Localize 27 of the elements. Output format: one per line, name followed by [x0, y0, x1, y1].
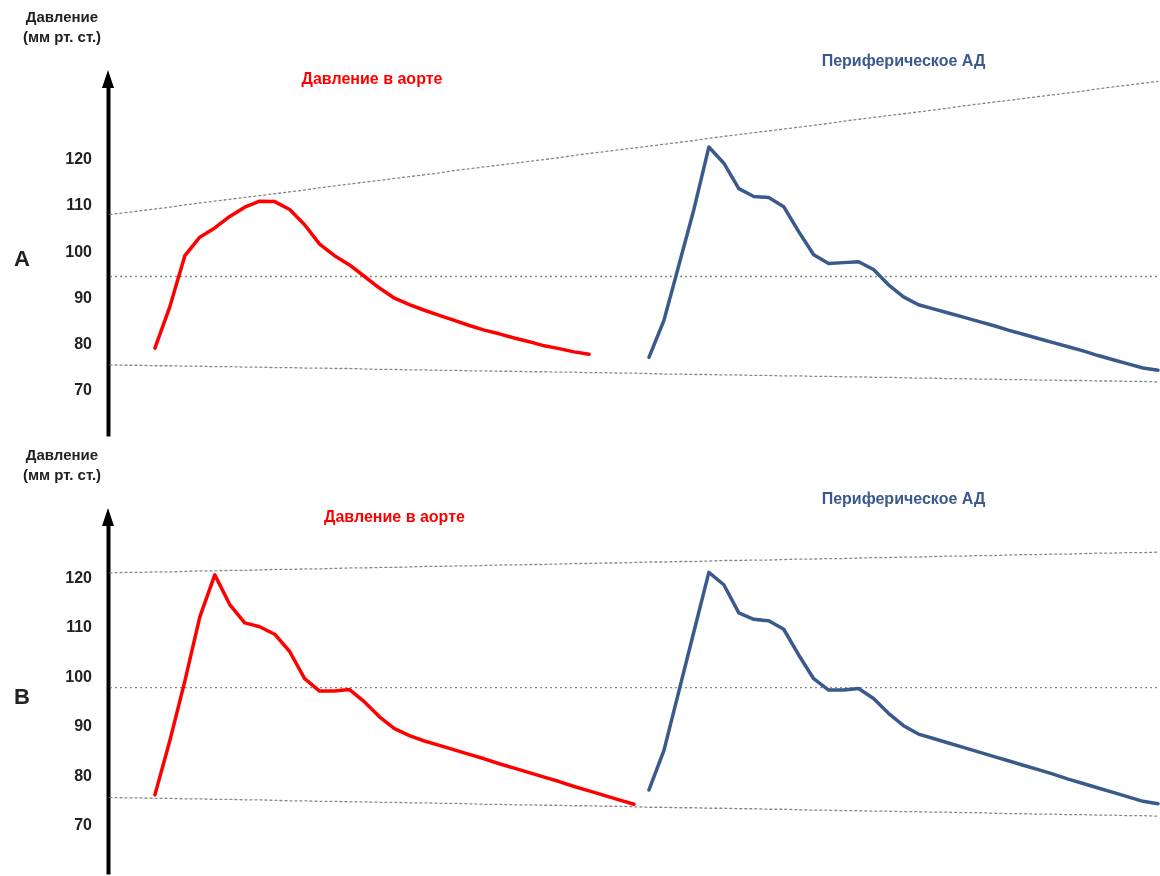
y-tick-label: 120 — [65, 150, 93, 168]
y-tick-label: 80 — [74, 766, 93, 784]
text: B — [14, 684, 30, 709]
text: Давление в аорте — [301, 70, 443, 87]
y-tick-label: 110 — [66, 618, 93, 636]
y-tick-label: 90 — [74, 717, 93, 735]
line-series — [153, 573, 636, 807]
y-tick-label: 100 — [65, 667, 93, 685]
y-tick-label: 90 — [74, 288, 93, 306]
text: Периферическое АД — [821, 52, 986, 69]
line-series — [109, 796, 1159, 817]
y-tick-label: 80 — [74, 335, 93, 353]
text: Давление в аорте — [324, 508, 465, 525]
y-axis-title: Давление (мм рт. ст.) — [22, 8, 102, 45]
line-series — [647, 145, 1160, 373]
line-series — [109, 551, 1159, 574]
line-series — [153, 199, 591, 356]
y-axis-title: Давление (мм рт. ст.) — [22, 446, 102, 483]
line-series — [109, 364, 1159, 383]
y-tick-label: 110 — [66, 196, 93, 214]
y-tick-label: 100 — [65, 242, 93, 260]
text: A — [14, 246, 31, 271]
y-tick-label: 70 — [74, 381, 93, 399]
text: Периферическое АД — [821, 490, 986, 507]
y-tick-label: 120 — [65, 568, 93, 586]
y-tick-label: 70 — [74, 816, 93, 834]
line-series — [647, 570, 1160, 806]
